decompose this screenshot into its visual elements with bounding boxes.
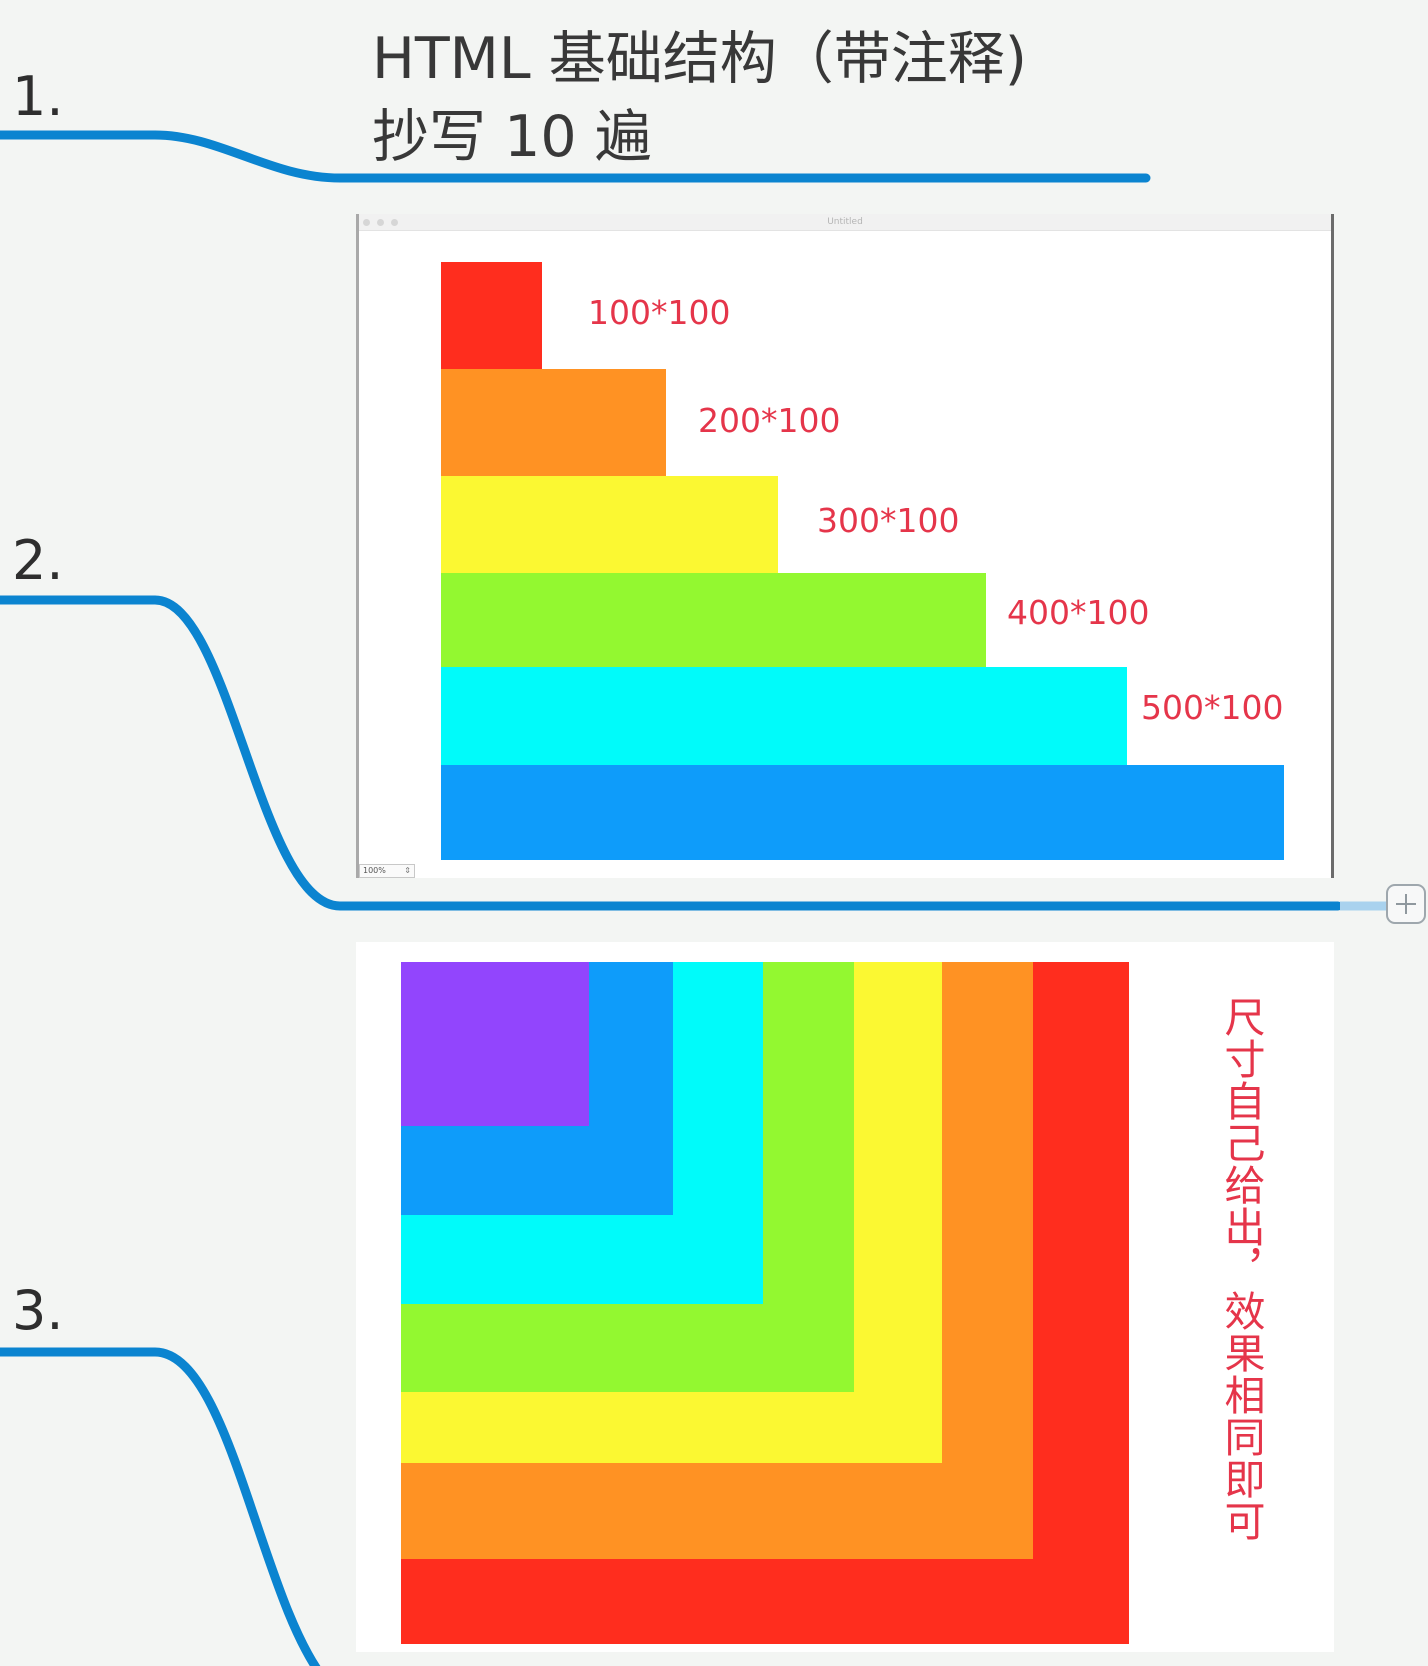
branch-number-1: 1. <box>12 65 64 128</box>
topic-1-line-2: 抄写 10 遍 <box>372 104 652 170</box>
zoom-select[interactable]: 100% ⇕ <box>359 864 415 878</box>
window-title: Untitled <box>827 217 863 227</box>
branch-line-2 <box>0 595 1343 911</box>
add-topic-button[interactable] <box>1386 884 1426 924</box>
bar-3 <box>441 476 778 573</box>
bar-5 <box>441 667 1127 765</box>
branch-line-1 <box>0 130 1151 183</box>
topic-1-line-1: HTML 基础结构（带注释) <box>372 26 1027 92</box>
zoom-stepper-icon: ⇕ <box>404 866 411 875</box>
window-titlebar: Untitled <box>359 214 1331 231</box>
bar-2 <box>441 369 666 476</box>
branch-number-3: 3. <box>12 1279 64 1342</box>
branch-line-3 <box>0 1347 321 1666</box>
topic-1-text[interactable]: HTML 基础结构（带注释) 抄写 10 遍 <box>372 20 1027 176</box>
bar-6 <box>441 765 1284 860</box>
size-note: 尺寸自己给出，效果相同即可 <box>1217 996 1265 1542</box>
branch-number-2: 2. <box>12 529 64 592</box>
bar-5-label: 500*100 <box>1141 688 1284 727</box>
bar-3-label: 300*100 <box>817 501 960 540</box>
zoom-value: 100% <box>363 866 386 875</box>
bar-4 <box>441 573 986 667</box>
window-close-dot <box>363 219 370 226</box>
bar-4-label: 400*100 <box>1007 593 1150 632</box>
bar-2-label: 200*100 <box>698 401 841 440</box>
nested-squares-image[interactable]: 尺寸自己给出，效果相同即可 <box>356 942 1334 1652</box>
bar-1-label: 100*100 <box>588 293 731 332</box>
bar-1 <box>441 262 542 369</box>
staircase-screenshot[interactable]: Untitled 100*100 200*100 300*100 400*100… <box>356 214 1334 878</box>
window-zoom-dot <box>391 219 398 226</box>
square-purple <box>401 962 589 1126</box>
window-minimize-dot <box>377 219 384 226</box>
